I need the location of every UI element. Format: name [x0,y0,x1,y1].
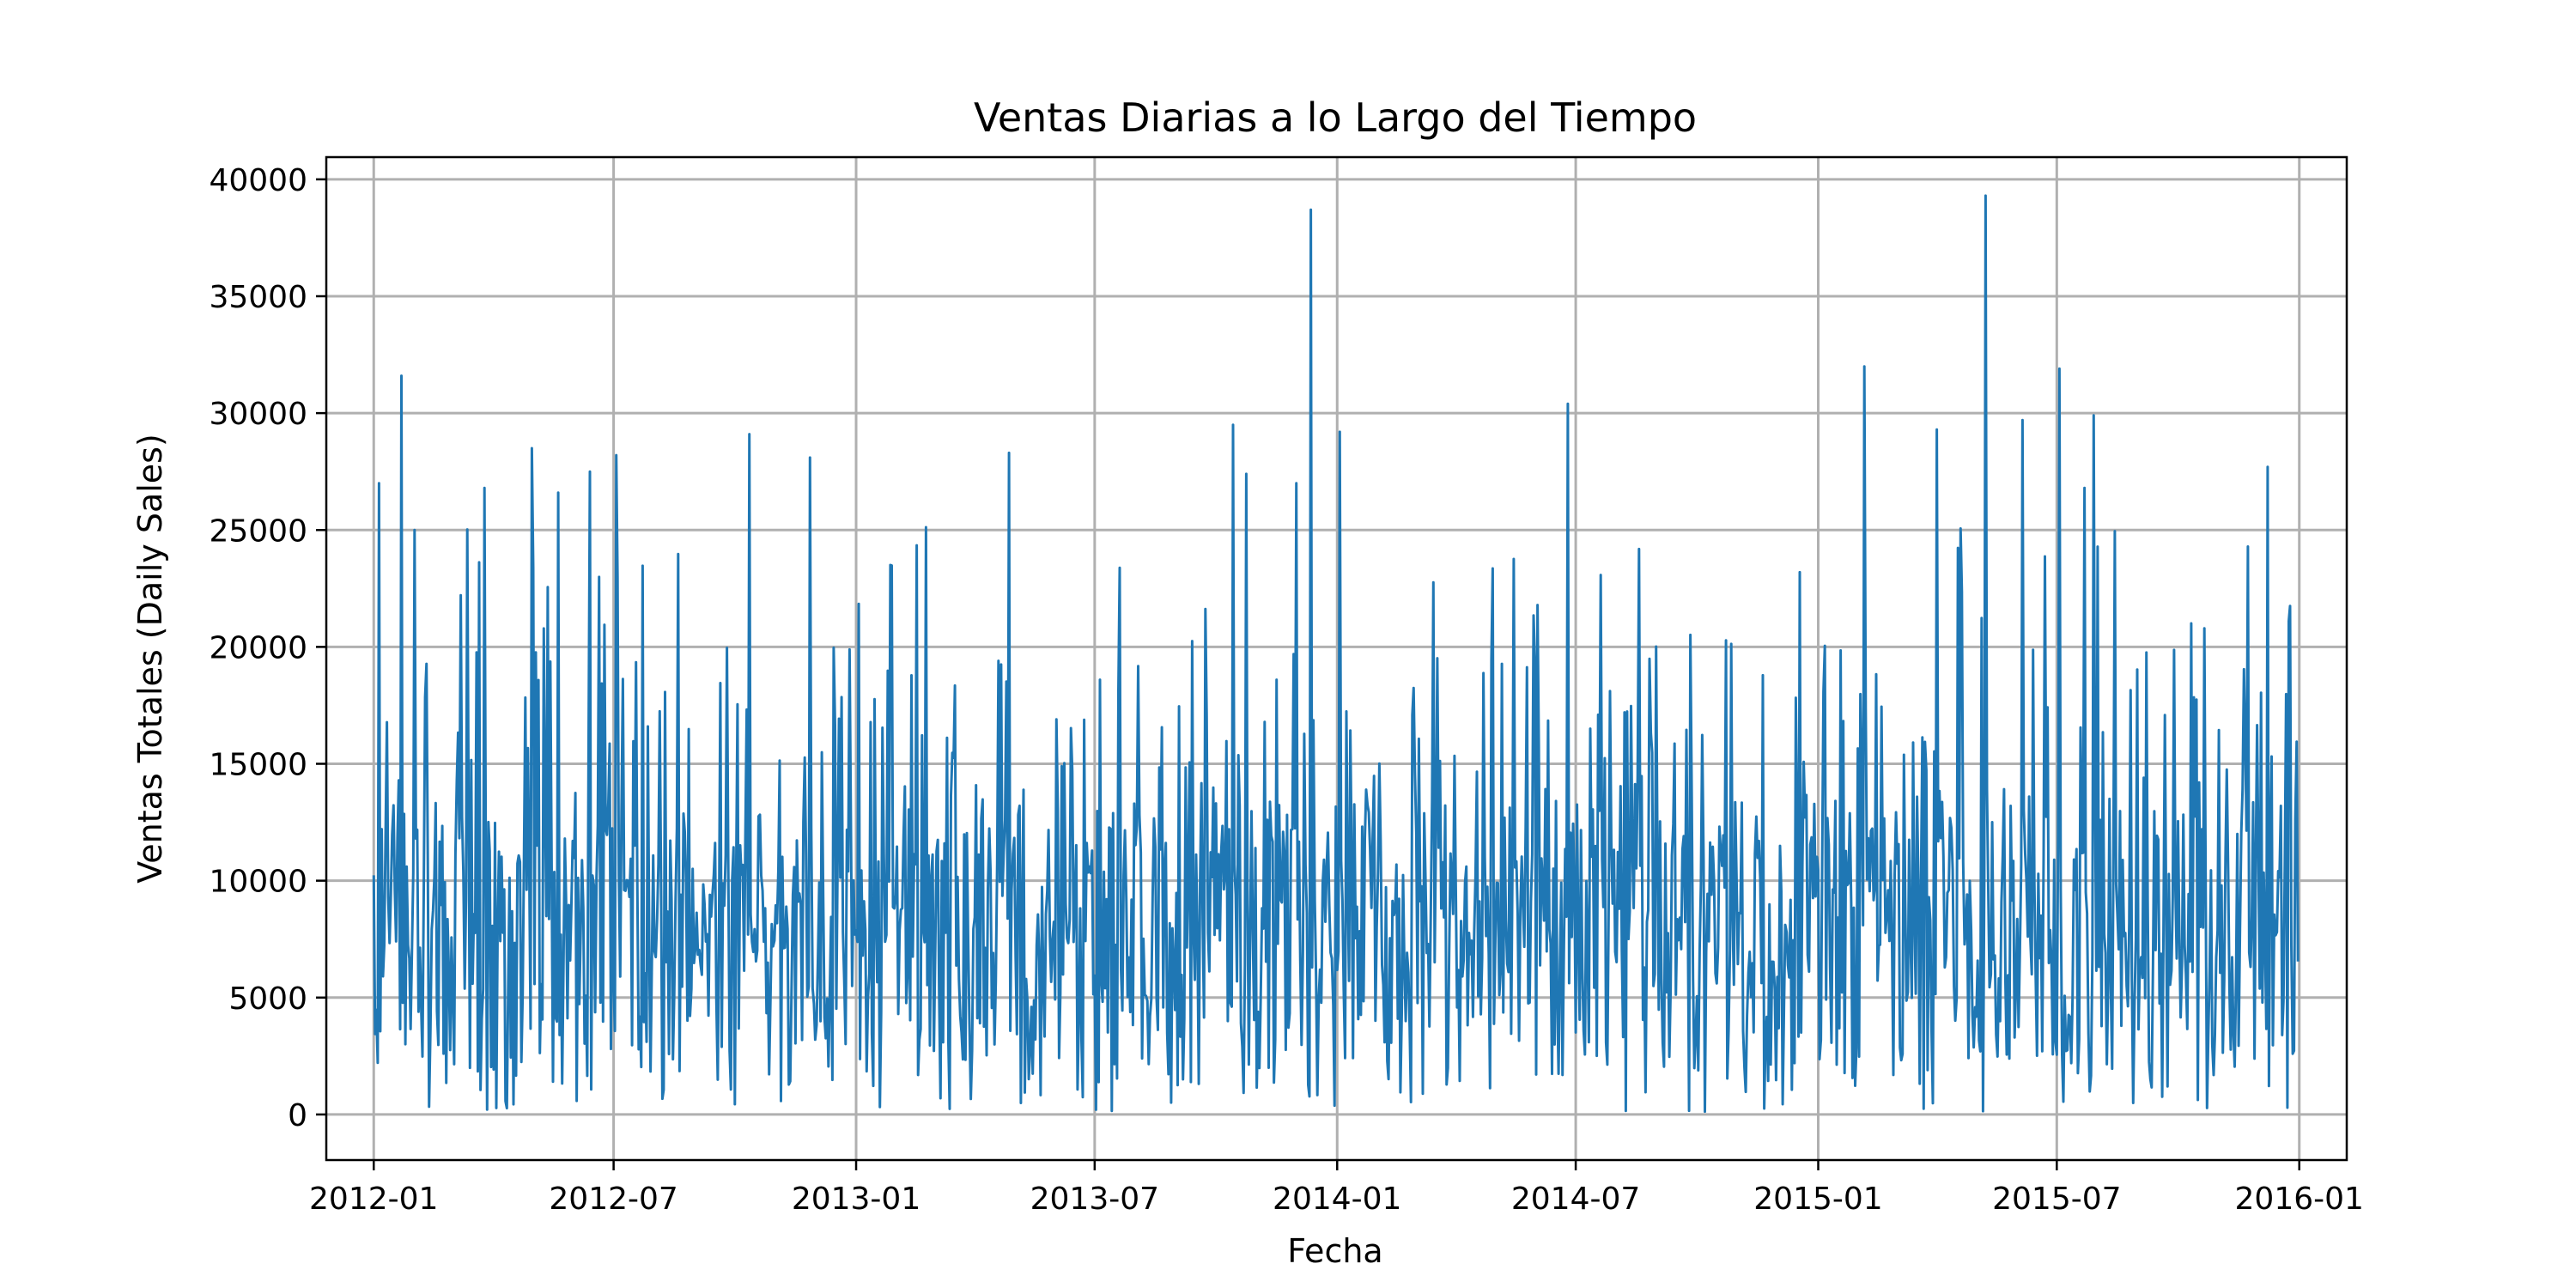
y-tick-label: 35000 [209,280,307,315]
x-axis-label: Fecha [1287,1232,1382,1270]
y-tick-label: 25000 [209,513,307,549]
y-axis: 0 5000 10000 15000 20000 25000 30000 35000 40000 [209,163,326,1133]
chart-title: Ventas Diarias a lo Largo del Tiempo [974,94,1697,141]
x-tick-label: 2014-01 [1273,1182,1401,1217]
y-tick-label: 10000 [209,865,307,900]
x-tick-label: 2012-07 [549,1182,677,1217]
y-tick-label: 15000 [209,748,307,783]
x-tick-label: 2015-01 [1753,1182,1882,1217]
y-tick-label: 40000 [209,163,307,198]
x-axis: 2012-01 2012-07 2013-01 2013-07 2014-01 2014-… [309,1160,2364,1217]
x-tick-label: 2015-07 [1992,1182,2121,1217]
x-tick-label: 2012-01 [309,1182,438,1217]
x-tick-label: 2016-01 [2235,1182,2364,1217]
y-tick-label: 5000 [228,981,307,1017]
x-tick-label: 2014-07 [1511,1182,1640,1217]
x-tick-label: 2013-07 [1030,1182,1159,1217]
y-tick-label: 30000 [209,397,307,432]
y-tick-label: 0 [288,1098,307,1133]
y-tick-label: 20000 [209,630,307,665]
x-tick-label: 2013-01 [792,1182,920,1217]
series-line-daily-sales [372,194,2300,1114]
y-axis-label: Ventas Totales (Daily Sales) [131,434,169,884]
